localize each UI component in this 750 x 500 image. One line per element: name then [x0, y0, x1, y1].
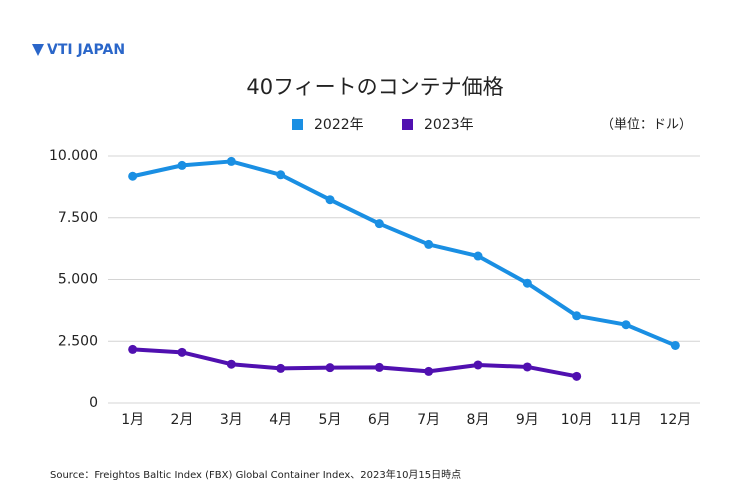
- data-point: [670, 340, 680, 350]
- x-tick-label: 12月: [659, 412, 691, 428]
- series-line: [132, 159, 677, 348]
- x-tick-label: 7月: [417, 412, 440, 428]
- x-tick-label: 4月: [269, 412, 292, 428]
- data-point: [325, 195, 335, 205]
- data-point: [226, 359, 236, 369]
- data-point: [276, 363, 286, 373]
- legend-label: 2023年: [424, 117, 474, 133]
- data-point: [522, 362, 532, 372]
- unit-label: （単位：ドル）: [601, 117, 692, 133]
- chart-title: 40フィートのコンテナ価格: [246, 75, 503, 99]
- data-point: [276, 170, 286, 180]
- legend-swatch: [292, 119, 303, 130]
- logo: VTI JAPAN: [32, 42, 125, 58]
- series-line: [132, 347, 578, 379]
- data-point: [325, 363, 335, 373]
- data-point: [374, 219, 384, 229]
- y-tick-label: 5.000: [58, 272, 98, 288]
- data-point: [424, 366, 434, 376]
- data-point: [572, 311, 582, 321]
- data-point: [177, 160, 187, 170]
- data-point: [473, 251, 483, 261]
- x-tick-label: 1月: [121, 412, 144, 428]
- data-point: [226, 156, 236, 166]
- y-tick-label: 0: [89, 395, 98, 411]
- logo-text: VTI JAPAN: [47, 42, 125, 58]
- source: Source：Freightos Baltic Index (FBX) Glob…: [50, 468, 461, 481]
- data-point: [128, 171, 138, 181]
- x-tick-label: 11月: [610, 412, 642, 428]
- y-tick-label: 2.500: [58, 333, 98, 349]
- x-tick-label: 10月: [561, 412, 593, 428]
- data-point: [572, 371, 582, 381]
- data-point: [522, 278, 532, 288]
- x-tick-label: 3月: [220, 412, 243, 428]
- x-tick-label: 8月: [467, 412, 490, 428]
- x-tick-label: 6月: [368, 412, 391, 428]
- x-tick-label: 2月: [171, 412, 194, 428]
- data-point: [128, 344, 138, 354]
- legend-label: 2022年: [314, 117, 364, 133]
- legend-swatch: [402, 119, 413, 130]
- data-point: [621, 320, 631, 330]
- x-tick-label: 5月: [319, 412, 342, 428]
- y-tick-label: 7.500: [58, 210, 98, 226]
- data-point: [473, 360, 483, 370]
- x-tick-label: 9月: [516, 412, 539, 428]
- data-point: [374, 362, 384, 372]
- y-tick-label: 10.000: [49, 148, 98, 164]
- data-point: [424, 239, 434, 249]
- logo-icon: [32, 44, 44, 56]
- data-point: [177, 347, 187, 357]
